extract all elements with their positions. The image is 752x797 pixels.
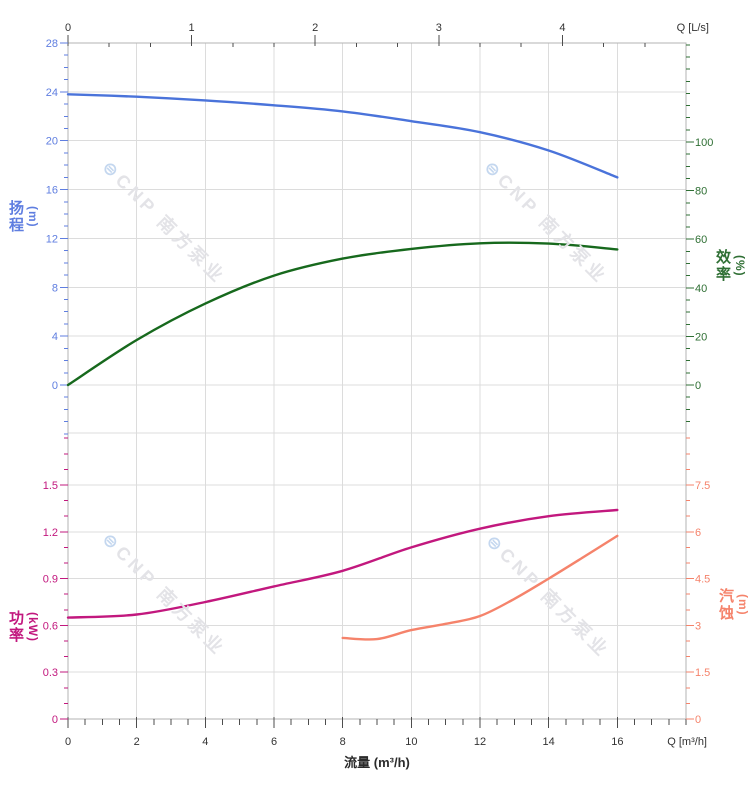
svg-text:28: 28 (46, 38, 58, 50)
svg-text:0: 0 (695, 380, 701, 392)
svg-text:16: 16 (46, 185, 58, 197)
head-axis-title-unit: (m) (26, 206, 40, 228)
top-axis-ticks (67, 35, 646, 47)
npsh-axis-ticks (686, 437, 694, 720)
efficiency-axis-labels: 100 80 60 40 20 0 (695, 137, 713, 392)
svg-text:1: 1 (189, 22, 195, 34)
efficiency-axis-title: 效率 (%) (714, 232, 749, 300)
svg-text:12: 12 (46, 233, 58, 245)
svg-text:1.2: 1.2 (43, 527, 58, 539)
power-axis-title-unit: (kW) (26, 612, 40, 642)
svg-text:8: 8 (52, 282, 58, 294)
top-axis-unit-label: Q [L/s] (677, 22, 709, 34)
svg-text:0.6: 0.6 (43, 620, 58, 632)
power-axis-title: 功率 (kW) (7, 584, 42, 670)
svg-text:20: 20 (695, 331, 707, 343)
svg-text:4: 4 (52, 331, 58, 343)
efficiency-axis-title-cn: 效率 (714, 249, 731, 283)
power-axis-title-cn: 功率 (7, 610, 24, 644)
svg-text:6: 6 (695, 527, 701, 539)
power-axis-labels: 1.5 1.2 0.9 0.6 0.3 0 (43, 480, 58, 726)
plot-border (67, 42, 687, 720)
svg-text:14: 14 (543, 736, 555, 748)
svg-text:0: 0 (65, 22, 71, 34)
head-axis-labels: 28 24 20 16 12 8 4 0 (46, 38, 58, 392)
top-axis-labels: 0 1 2 3 4 Q [L/s] (65, 22, 709, 34)
head-curve (66, 93, 619, 179)
svg-text:1.5: 1.5 (695, 667, 710, 679)
head-axis-title-cn: 扬程 (7, 200, 24, 234)
svg-text:0: 0 (65, 736, 71, 748)
svg-text:7.5: 7.5 (695, 480, 710, 492)
npsh-axis-title: 汽蚀 (m) (717, 570, 752, 640)
svg-text:16: 16 (611, 736, 623, 748)
efficiency-curve (66, 241, 619, 387)
svg-text:12: 12 (474, 736, 486, 748)
svg-text:3: 3 (436, 22, 442, 34)
svg-text:100: 100 (695, 137, 713, 149)
svg-text:0.3: 0.3 (43, 667, 58, 679)
svg-text:0: 0 (52, 380, 58, 392)
svg-text:6: 6 (271, 736, 277, 748)
svg-text:60: 60 (695, 234, 707, 246)
svg-text:20: 20 (46, 136, 58, 148)
efficiency-axis-ticks (686, 44, 694, 422)
npsh-axis-title-cn: 汽蚀 (717, 588, 734, 622)
svg-text:2: 2 (134, 736, 140, 748)
svg-text:1.5: 1.5 (43, 480, 58, 492)
efficiency-axis-title-unit: (%) (733, 255, 747, 277)
bottom-axis-ticks (67, 717, 687, 728)
svg-text:2: 2 (312, 22, 318, 34)
svg-text:0: 0 (695, 714, 701, 726)
gridlines (68, 43, 686, 719)
npsh-curve (341, 534, 619, 641)
svg-text:10: 10 (405, 736, 417, 748)
svg-text:4: 4 (559, 22, 565, 34)
svg-text:0: 0 (52, 714, 58, 726)
bottom-axis-labels: 0 2 4 6 8 10 12 14 16 Q [m³/h] (65, 736, 707, 748)
x-axis-title: 流量 (m³/h) (344, 755, 410, 770)
npsh-axis-labels: 7.5 6 4.5 3 1.5 0 (695, 480, 710, 726)
svg-text:4: 4 (202, 736, 208, 748)
svg-text:8: 8 (340, 736, 346, 748)
head-axis-ticks (60, 42, 68, 435)
svg-text:80: 80 (695, 186, 707, 198)
svg-text:3: 3 (695, 620, 701, 632)
svg-text:0.9: 0.9 (43, 574, 58, 586)
svg-text:40: 40 (695, 283, 707, 295)
bottom-axis-unit-label: Q [m³/h] (667, 736, 707, 748)
svg-text:4.5: 4.5 (695, 574, 710, 586)
power-curve (66, 508, 619, 619)
head-axis-title: 扬程 (m) (7, 183, 42, 251)
svg-text:24: 24 (46, 87, 58, 99)
power-axis-ticks (60, 437, 68, 720)
npsh-axis-title-unit: (m) (736, 594, 750, 616)
